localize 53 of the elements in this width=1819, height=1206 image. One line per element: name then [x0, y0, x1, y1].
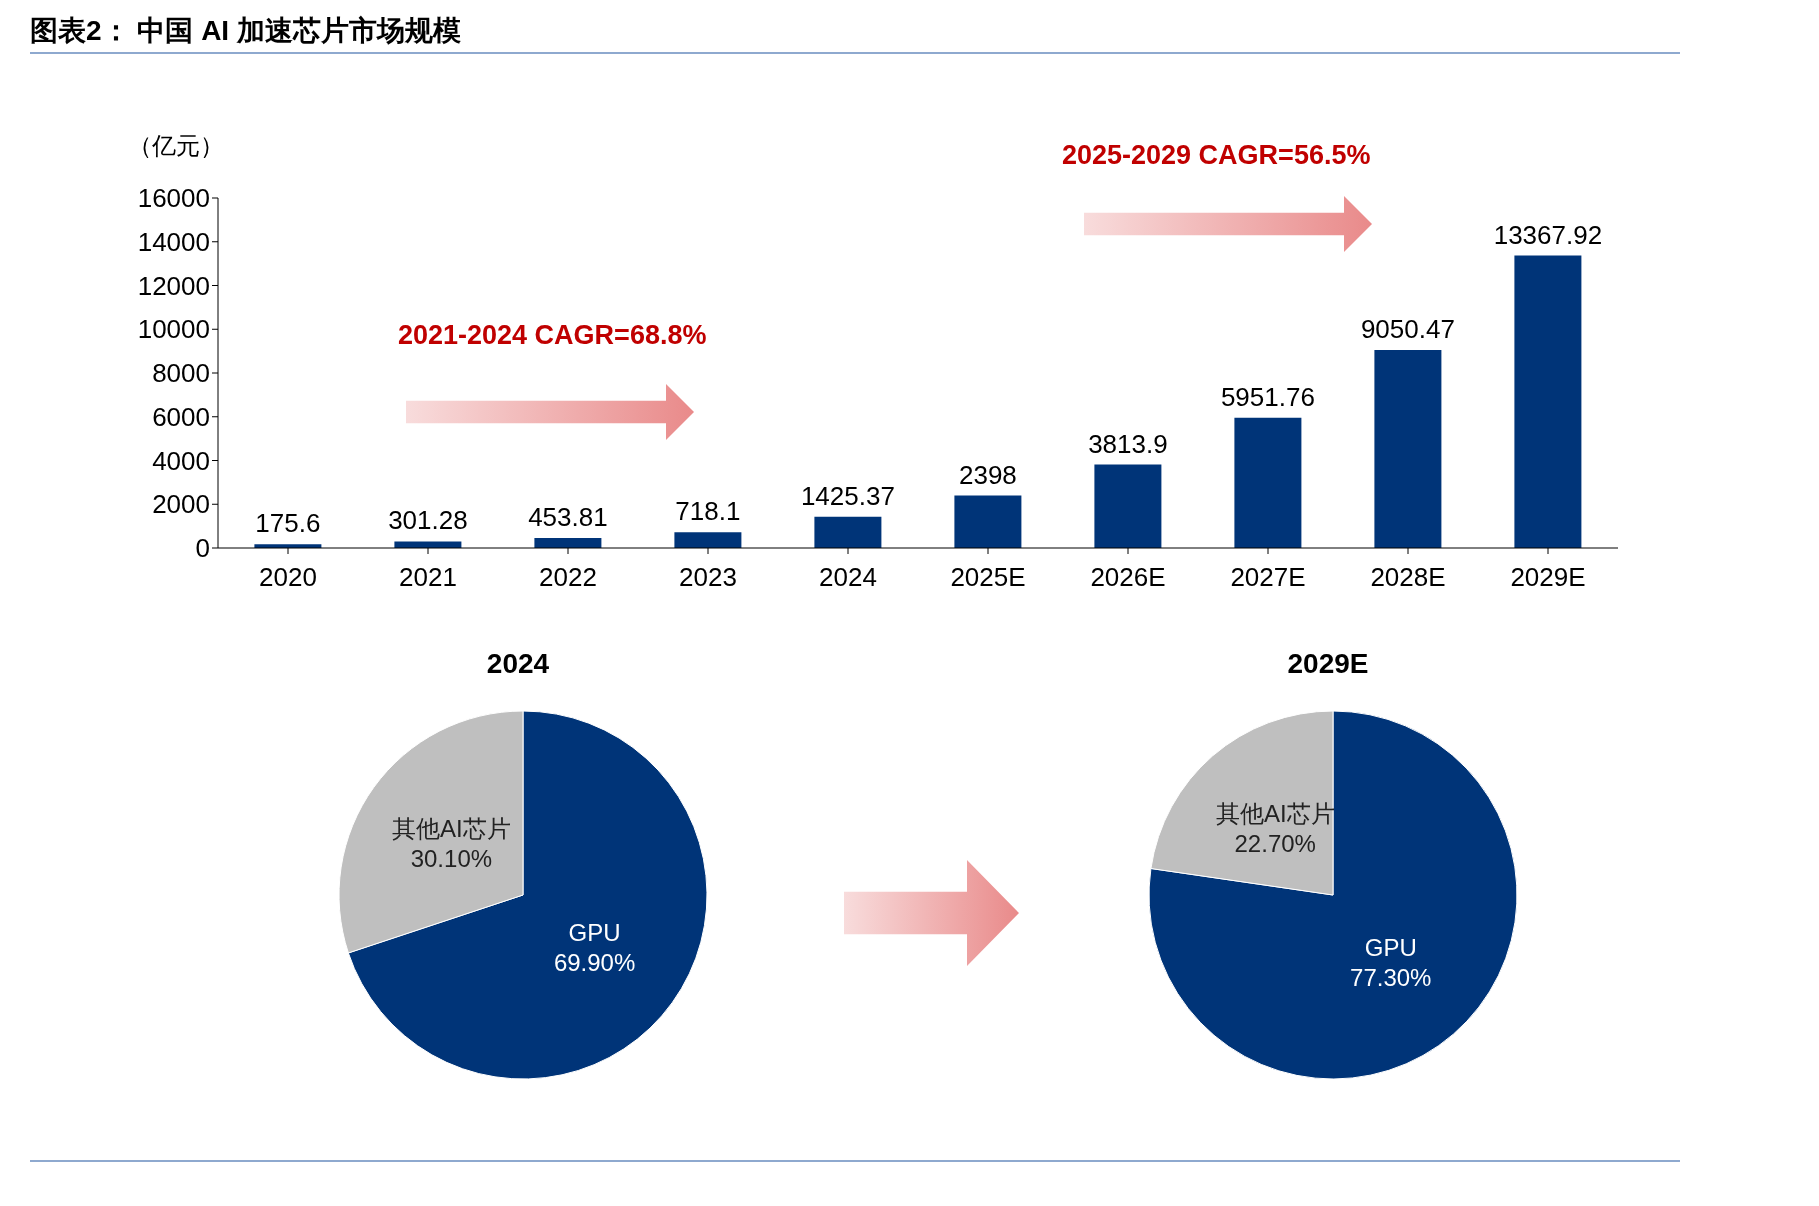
bar [954, 495, 1022, 548]
y-tick-label: 10000 [137, 314, 210, 345]
data-label: 3813.9 [1088, 428, 1168, 459]
data-label: 301.28 [388, 505, 468, 536]
y-axis-title: （亿元） [128, 131, 224, 161]
bar [1374, 350, 1442, 548]
y-tick-label: 16000 [137, 183, 210, 214]
bar [814, 516, 882, 548]
slice-label: GPU [568, 918, 621, 946]
x-tick-label: 2024 [819, 562, 877, 593]
annotation: 2021-2024 CAGR=68.8% [398, 320, 707, 351]
data-label: 13367.92 [1493, 219, 1603, 250]
data-label: 453.81 [528, 502, 608, 533]
data-label: 30.10% [410, 845, 493, 873]
bar [1094, 464, 1162, 548]
y-tick-label: 6000 [152, 401, 210, 432]
text: 2025-2029 CAGR=56.5% [1062, 140, 1371, 171]
bar [1514, 255, 1582, 548]
data-label: 77.30% [1350, 963, 1432, 991]
chart-title: 2029E [1286, 648, 1370, 680]
data-label: 69.90% [553, 948, 636, 976]
x-tick-label: 2021 [399, 562, 457, 593]
chart-title: 2024 [485, 648, 551, 680]
data-label: 22.70% [1234, 830, 1316, 858]
x-tick-label: 2027E [1230, 562, 1306, 593]
x-tick-label: 2020 [259, 562, 317, 593]
chart-title: 图表2： 中国 AI 加速芯片市场规模 [30, 14, 461, 48]
bar [394, 541, 462, 548]
bar [1234, 417, 1302, 548]
x-tick-label: 2023 [679, 562, 737, 593]
y-tick-label: 14000 [137, 226, 210, 257]
data-label: 5951.76 [1220, 381, 1315, 412]
y-tick-label: 12000 [137, 270, 210, 301]
slice-label: 其他AI芯片 [1215, 800, 1335, 828]
x-tick-label: 2028E [1370, 562, 1446, 593]
bar [674, 532, 742, 548]
x-tick-label: 2029E [1510, 562, 1586, 593]
x-tick-label: 2022 [539, 562, 597, 593]
y-tick-label: 8000 [152, 358, 210, 389]
pie-slice [1148, 710, 1518, 1080]
x-tick-label: 2026E [1090, 562, 1166, 593]
data-label: 175.6 [255, 508, 321, 539]
data-label: 1425.37 [800, 480, 895, 511]
slice-label: GPU [1364, 933, 1417, 961]
data-label: 9050.47 [1360, 314, 1455, 345]
y-tick-label: 2000 [152, 489, 210, 520]
slice-label: 其他AI芯片 [392, 815, 511, 843]
data-label: 718.1 [675, 496, 741, 527]
y-tick-label: 0 [195, 533, 210, 564]
bar [534, 538, 602, 548]
x-tick-label: 2025E [950, 562, 1026, 593]
data-label: 2398 [958, 459, 1017, 490]
y-tick-label: 4000 [152, 445, 210, 476]
